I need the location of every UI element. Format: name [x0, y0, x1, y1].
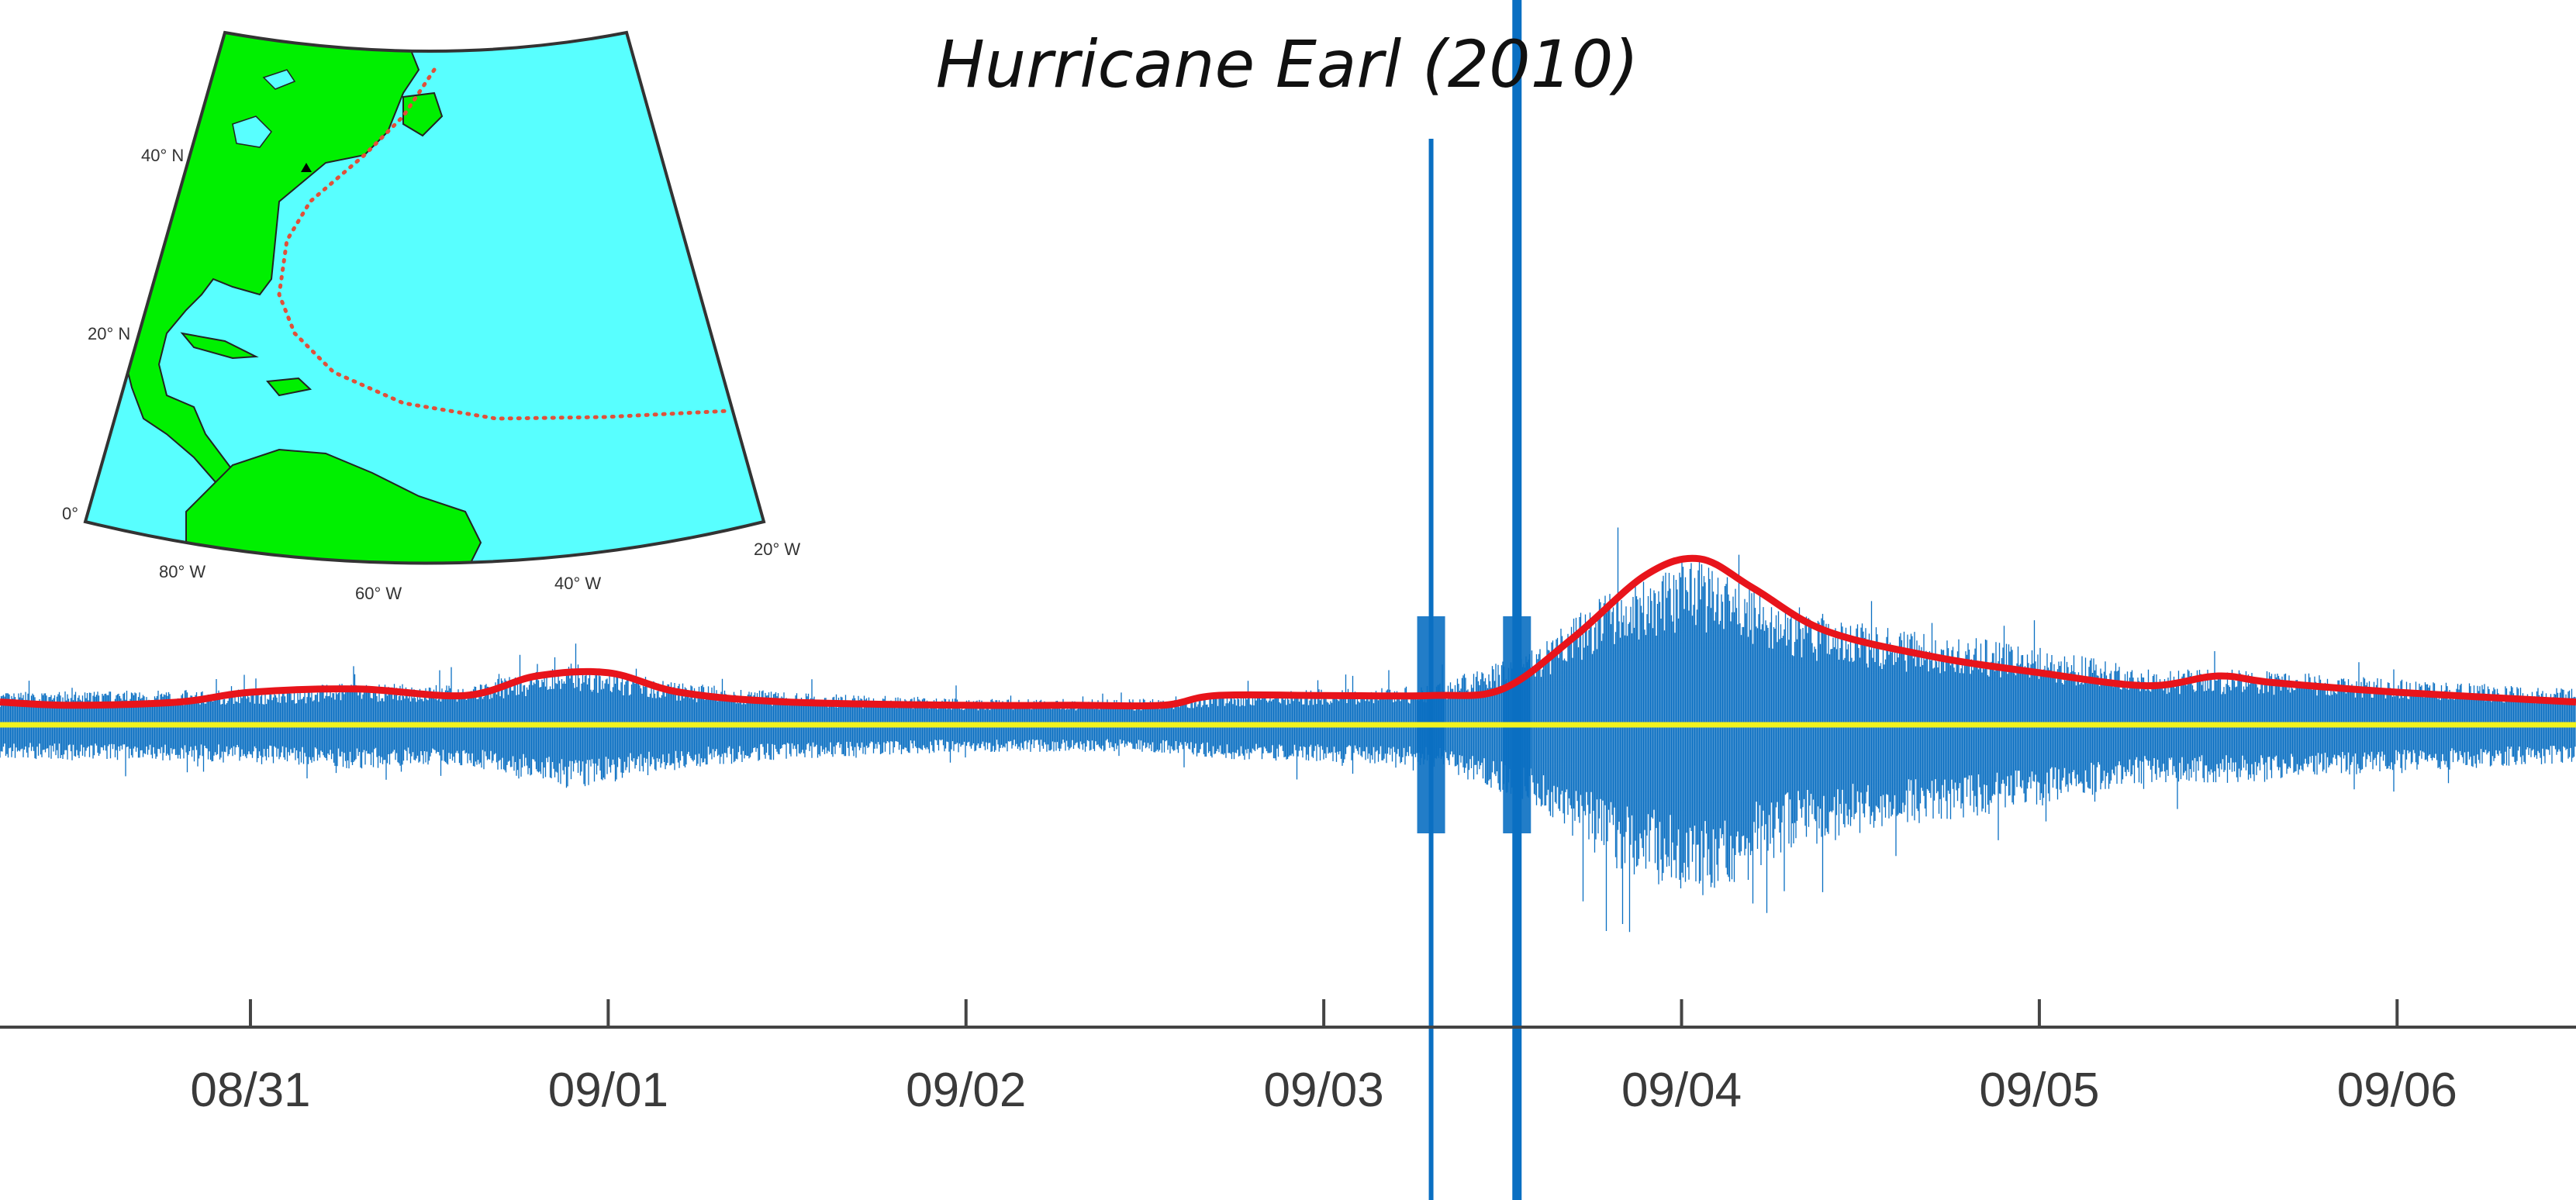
map-land-newfoundland	[402, 91, 444, 137]
map-lat-label: 20° N	[88, 324, 130, 343]
map-lon-label: 40° W	[554, 574, 601, 593]
map-frame	[83, 30, 766, 565]
map-lon-label: 60° W	[355, 584, 402, 603]
map-lon-label: 20° W	[754, 540, 800, 559]
x-tick-label: 09/03	[1264, 1064, 1384, 1117]
map-land-hispaniola	[266, 377, 313, 397]
x-tick-label: 09/02	[906, 1064, 1026, 1117]
x-tick-label: 09/04	[1621, 1064, 1742, 1117]
map-land-cuba	[180, 332, 259, 360]
inset-map: 40° N 20° N 0° 80° W 60° W 40° W 20° W	[62, 30, 800, 603]
x-tick-label: 09/01	[548, 1064, 668, 1117]
map-lon-label: 80° W	[159, 562, 205, 581]
map-lat-label: 0°	[62, 504, 78, 523]
envelope-line	[0, 554, 2576, 710]
map-lat-label: 40° N	[141, 146, 184, 165]
x-tick-label: 09/05	[1979, 1064, 2099, 1117]
chart-title: Hurricane Earl (2010)	[936, 26, 1639, 102]
x-tick-label: 09/06	[2337, 1064, 2457, 1117]
map-lakes	[232, 69, 296, 148]
x-tick-label: 08/31	[190, 1064, 310, 1117]
map-land-south-america	[185, 448, 482, 564]
x-axis: 08/31 09/01 09/02 09/03 09/04 09/05 09/06	[0, 999, 2576, 1117]
station-marker-icon	[301, 163, 312, 172]
storm-track	[277, 67, 731, 421]
